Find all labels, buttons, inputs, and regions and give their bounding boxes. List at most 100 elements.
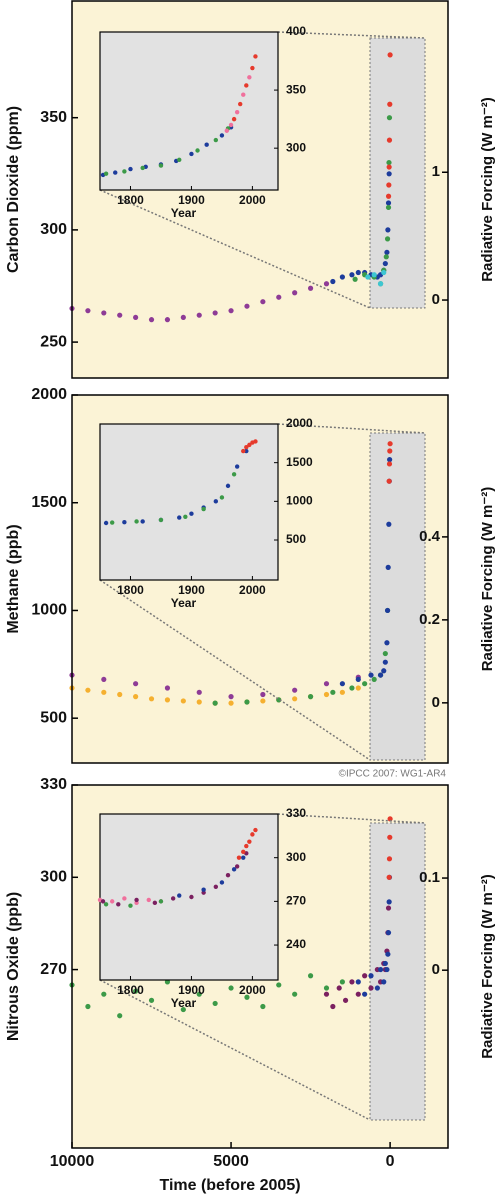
inset-x-tick-label: 1800 bbox=[117, 193, 144, 207]
data-point bbox=[260, 1003, 266, 1010]
data-point bbox=[323, 991, 330, 997]
data-point bbox=[386, 115, 393, 121]
data-point bbox=[225, 483, 231, 489]
data-point bbox=[386, 521, 392, 527]
data-point bbox=[386, 856, 393, 862]
data-point bbox=[330, 689, 336, 695]
data-point bbox=[103, 171, 109, 176]
data-point bbox=[384, 640, 390, 646]
data-point bbox=[323, 281, 330, 287]
data-point bbox=[244, 83, 249, 88]
data-point bbox=[387, 101, 393, 107]
data-point bbox=[195, 148, 200, 153]
data-point bbox=[133, 681, 139, 687]
data-point bbox=[219, 495, 225, 500]
data-point bbox=[101, 310, 107, 316]
data-point bbox=[385, 204, 392, 211]
data-point bbox=[383, 254, 389, 260]
data-point bbox=[152, 900, 158, 906]
y2-tick-label: 0 bbox=[432, 694, 440, 711]
y2-tick-label: 0.1 bbox=[419, 869, 440, 886]
inset-x-tick-label: 1900 bbox=[178, 583, 205, 597]
data-point bbox=[377, 281, 384, 287]
inset-x-tick-label: 2000 bbox=[239, 193, 266, 207]
data-point bbox=[219, 133, 225, 138]
data-point bbox=[234, 864, 240, 869]
y-tick-label: 300 bbox=[40, 869, 67, 886]
y-axis-title: Carbon Dioxide (ppm) bbox=[5, 106, 22, 273]
data-point bbox=[117, 1013, 123, 1019]
data-point bbox=[382, 960, 388, 967]
data-point bbox=[355, 685, 361, 691]
data-point bbox=[386, 899, 392, 905]
data-point bbox=[386, 478, 392, 484]
data-point bbox=[204, 142, 209, 147]
data-point bbox=[382, 650, 388, 657]
inset-y-tick-label: 330 bbox=[286, 806, 306, 820]
data-point bbox=[241, 92, 246, 97]
data-point bbox=[117, 312, 123, 318]
y2-tick-label: 0.2 bbox=[419, 611, 440, 628]
y-tick-label: 250 bbox=[40, 333, 67, 350]
data-point bbox=[387, 448, 393, 454]
x-tick-label: 5000 bbox=[213, 1153, 249, 1170]
data-point bbox=[384, 249, 390, 255]
data-point bbox=[250, 832, 255, 837]
data-point bbox=[339, 274, 345, 280]
data-point bbox=[189, 511, 194, 516]
data-point bbox=[103, 902, 109, 907]
data-point bbox=[244, 303, 250, 309]
data-point bbox=[336, 985, 342, 991]
data-point bbox=[213, 884, 219, 890]
data-point bbox=[385, 905, 392, 911]
data-point bbox=[109, 520, 115, 525]
data-point bbox=[116, 902, 121, 907]
data-point bbox=[385, 564, 391, 570]
data-point bbox=[85, 687, 91, 693]
data-point bbox=[292, 687, 298, 693]
inset-y-tick-label: 300 bbox=[286, 140, 306, 154]
data-point bbox=[352, 276, 358, 282]
data-point bbox=[292, 991, 298, 997]
data-point bbox=[231, 472, 237, 477]
data-point bbox=[85, 308, 91, 314]
inset-x-tick-label: 1900 bbox=[178, 193, 205, 207]
data-point bbox=[382, 260, 388, 267]
data-point bbox=[148, 317, 155, 323]
data-point bbox=[247, 75, 252, 80]
data-point bbox=[201, 887, 206, 892]
plot-frame bbox=[71, 784, 449, 1149]
data-point bbox=[133, 314, 139, 321]
data-point bbox=[228, 122, 234, 128]
connector bbox=[277, 31, 426, 39]
data-point bbox=[148, 997, 155, 1003]
inset-x-tick-label: 2000 bbox=[239, 983, 266, 997]
data-point bbox=[260, 299, 266, 305]
data-point bbox=[385, 200, 392, 206]
y2-tick-label: 1 bbox=[432, 163, 440, 180]
data-point bbox=[228, 700, 234, 706]
data-point bbox=[244, 448, 249, 454]
y-tick-label: 270 bbox=[40, 961, 67, 978]
inset-x-tick-label: 2000 bbox=[239, 583, 266, 597]
data-point bbox=[117, 691, 123, 698]
data-point bbox=[133, 694, 139, 700]
data-point bbox=[387, 816, 393, 822]
data-point bbox=[355, 991, 361, 997]
data-point bbox=[260, 698, 266, 704]
inset-y-tick-label: 400 bbox=[286, 24, 306, 38]
inset-area bbox=[99, 31, 279, 191]
y2-axis-title: Radiative Forcing (W m⁻²) bbox=[479, 97, 496, 282]
y-tick-label: 330 bbox=[40, 776, 67, 793]
data-point bbox=[128, 903, 133, 908]
plot-frame bbox=[71, 394, 449, 764]
data-point bbox=[201, 506, 206, 512]
x-axis-title: Time (before 2005) bbox=[159, 1177, 300, 1194]
data-point bbox=[241, 855, 246, 860]
data-point bbox=[381, 668, 387, 674]
x-tick-label: 0 bbox=[386, 1153, 395, 1170]
data-point bbox=[330, 1003, 336, 1010]
inset-area bbox=[99, 813, 279, 981]
data-point bbox=[250, 65, 255, 71]
data-point bbox=[122, 520, 127, 525]
